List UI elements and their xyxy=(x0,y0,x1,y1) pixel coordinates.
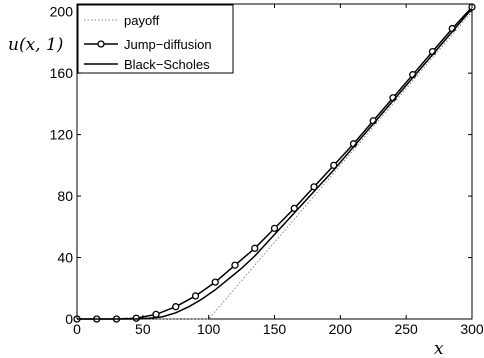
legend-marker-jump-diffusion xyxy=(97,40,105,48)
ticks-layer: 0 50 100 150 200 250 300 0 40 80 120 160 200 xyxy=(50,4,484,337)
y-tick-label: 160 xyxy=(50,65,74,81)
y-tick-label: 120 xyxy=(50,127,74,143)
x-tick-label: 100 xyxy=(197,321,221,337)
y-axis-label: u(x, 1) xyxy=(8,35,63,55)
x-tick-label: 250 xyxy=(394,321,418,337)
legend: payoff Jump−diffusion Black−Scholes xyxy=(77,4,234,74)
jump-diffusion-point xyxy=(290,204,298,213)
legend-label-jump-diffusion: Jump−diffusion xyxy=(124,37,212,52)
x-tick-label: 0 xyxy=(73,321,81,337)
jump-diffusion-point xyxy=(211,278,219,286)
jump-diffusion-point xyxy=(251,244,259,252)
jump-diffusion-point xyxy=(310,183,318,191)
legend-label-payoff: payoff xyxy=(124,13,160,28)
x-tick-label: 150 xyxy=(263,321,287,337)
jump-diffusion-point xyxy=(270,224,279,232)
y-tick-label: 0 xyxy=(65,311,73,327)
x-tick-label: 200 xyxy=(329,321,353,337)
legend-label-black-scholes: Black−Scholes xyxy=(124,57,210,72)
jump-diffusion-point xyxy=(172,303,180,311)
x-tick-label: 50 xyxy=(135,321,151,337)
x-axis-label: x xyxy=(434,339,444,358)
series-black-scholes-line xyxy=(77,8,473,320)
jump-diffusion-point xyxy=(231,261,239,269)
y-tick-label: 80 xyxy=(57,188,73,204)
x-tick-label: 300 xyxy=(460,321,484,337)
y-tick-label: 200 xyxy=(50,4,74,20)
jump-diffusion-point xyxy=(191,292,200,300)
legend-box xyxy=(77,4,234,74)
y-tick-label: 40 xyxy=(57,250,73,266)
